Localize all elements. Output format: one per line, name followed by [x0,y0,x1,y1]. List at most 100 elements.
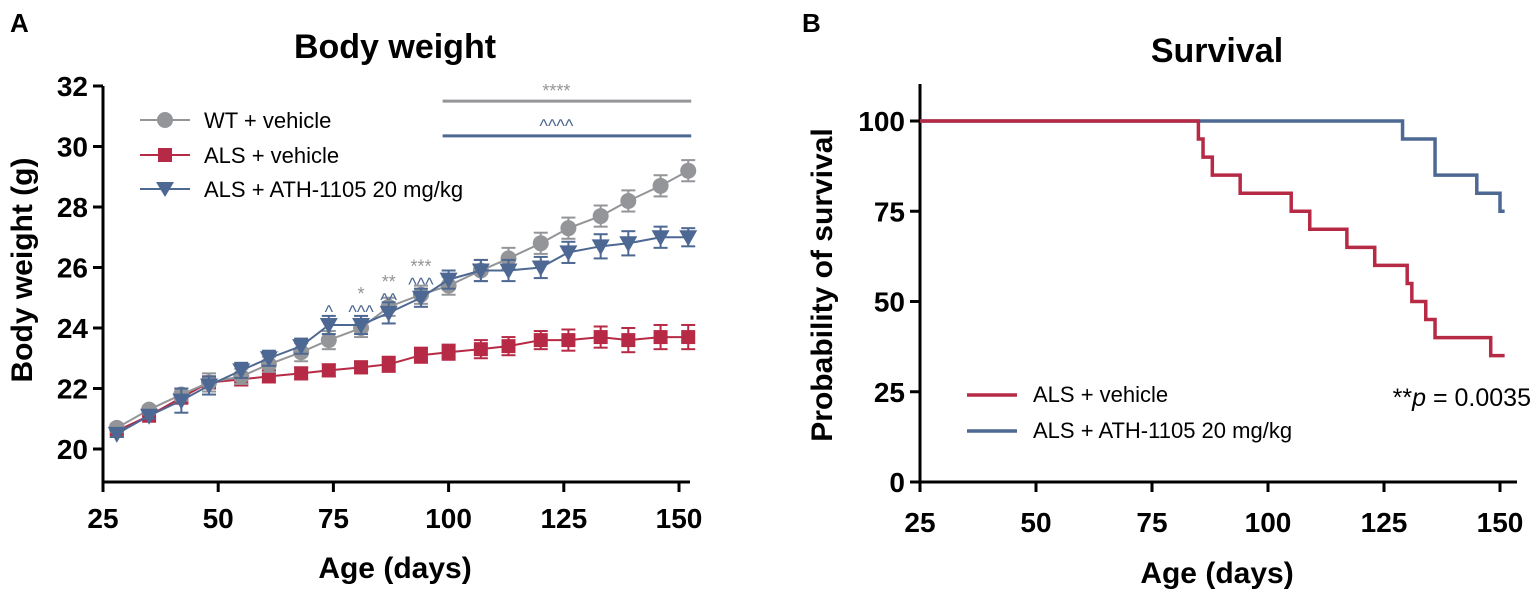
legend-label-b-als: ALS + vehicle [1033,382,1168,407]
panel-b-ytick-label-0: 0 [889,467,905,498]
annotation-2-0: ^^ [380,290,397,310]
panel-b-legend: ALS + vehicle ALS + ATH-1105 20 mg/kg [967,382,1292,443]
panel-a-ylabel: Body weight (g) [6,158,39,383]
survival-curve-1 [920,119,1505,213]
legend-label-ath: ALS + ATH-1105 20 mg/kg [204,177,463,202]
legend-item-als-vehicle: ALS + vehicle [140,143,339,168]
point-2-14 [531,260,550,277]
point-2-1 [140,408,159,425]
point-2-4 [232,363,251,380]
point-0-14 [532,235,549,252]
point-0-15 [560,220,577,237]
point-2-5 [259,351,278,368]
panel-a-xtick-label-75: 75 [318,503,349,534]
panel-a-ytick-label-32: 32 [57,71,88,102]
point-1-18 [653,330,668,345]
panel-b: B Survival Probability of survival Age (… [802,8,1531,590]
point-1-14 [533,333,548,348]
p-value-prefix: ** [1393,384,1413,412]
point-1-12 [473,342,488,357]
legend-marker-wt [157,112,173,128]
point-1-16 [593,330,608,345]
panel-a-label: A [10,8,29,38]
point-1-15 [561,333,576,348]
point-2-7 [319,317,338,334]
point-2-8 [352,317,371,334]
panel-a-xtick-label-100: 100 [425,503,472,534]
panel-b-title: Survival [1151,32,1283,70]
panel-b-xtick-label-150: 150 [1477,507,1524,538]
point-1-8 [354,360,369,375]
panel-b-xlabel: Age (days) [1140,557,1293,590]
point-1-19 [681,330,696,345]
legend-label-b-ath: ALS + ATH-1105 20 mg/kg [1033,418,1292,443]
point-2-3 [199,378,218,395]
point-0-13 [500,250,517,267]
panel-b-xtick-label-100: 100 [1245,507,1292,538]
panel-a-title: Body weight [294,28,496,66]
panel-b-ytick-label-75: 75 [874,196,905,227]
point-1-5 [261,369,276,384]
panel-a-xtick-label-150: 150 [656,503,703,534]
point-2-17 [619,236,638,253]
significance-label-0: **** [542,81,570,101]
panel-a-legend: WT + vehicle ALS + vehicle ALS + ATH-110… [140,108,463,202]
point-0-7 [320,332,337,349]
panel-a-ytick-label-20: 20 [57,434,88,465]
point-2-18 [651,230,670,247]
panel-b-xtick-label-25: 25 [904,507,935,538]
point-2-16 [591,239,610,256]
point-2-2 [172,393,191,410]
point-2-13 [499,263,518,280]
panel-b-xtick-label-125: 125 [1361,507,1408,538]
point-1-9 [381,357,396,372]
legend-item-b-als-vehicle: ALS + vehicle [967,382,1168,407]
panel-b-ylabel: Probability of survival [806,128,839,441]
annotation-3-1: *** [410,257,431,277]
series-1 [109,323,696,438]
panel-a-ytick-label-30: 30 [57,132,88,163]
legend-item-wt-vehicle: WT + vehicle [140,108,331,133]
point-2-9 [379,305,398,322]
point-2-15 [559,245,578,262]
survival-curve-0 [920,119,1505,358]
point-1-11 [441,345,456,360]
panel-b-label: B [802,8,821,38]
point-1-7 [321,363,336,378]
point-2-11 [439,272,458,289]
panel-b-xtick-label-50: 50 [1020,507,1051,538]
legend-item-b-als-ath: ALS + ATH-1105 20 mg/kg [967,418,1292,443]
point-2-10 [411,290,430,307]
legend-marker-als [158,148,172,162]
point-1-17 [621,333,636,348]
point-0-16 [592,208,609,225]
panel-a-xtick-label-50: 50 [203,503,234,534]
panel-b-ytick-label-25: 25 [874,377,905,408]
legend-marker-ath [156,182,174,197]
point-0-19 [680,162,697,179]
annotation-1-0: ^^^ [348,302,374,322]
panel-b-ytick-label-50: 50 [874,287,905,318]
panel-a-ytick-label-28: 28 [57,192,88,223]
point-1-6 [294,366,309,381]
panel-a-xtick-label-125: 125 [540,503,587,534]
panel-a-ytick-label-24: 24 [57,313,89,344]
point-2-6 [292,339,311,356]
p-value-label: **p = 0.0035 [1393,384,1531,412]
panel-a-xtick-label-25: 25 [87,503,118,534]
panel-a: A Body weight Body weight (g) Age (days)… [6,8,702,585]
panel-b-xtick-label-75: 75 [1136,507,1167,538]
panel-b-ytick-label-100: 100 [858,106,905,137]
legend-label-als: ALS + vehicle [204,143,339,168]
panel-a-xlabel: Age (days) [318,552,471,585]
series-2 [107,225,698,443]
point-2-12 [471,263,490,280]
annotation-2-1: ** [382,272,396,292]
p-value-italic: p [1411,384,1426,412]
significance-label-1: ^^^^ [540,116,574,136]
panel-a-ytick-label-22: 22 [57,374,88,405]
point-0-18 [652,177,669,194]
p-value-suffix: = 0.0035 [1426,384,1531,412]
annotation-1-1: * [358,284,365,304]
